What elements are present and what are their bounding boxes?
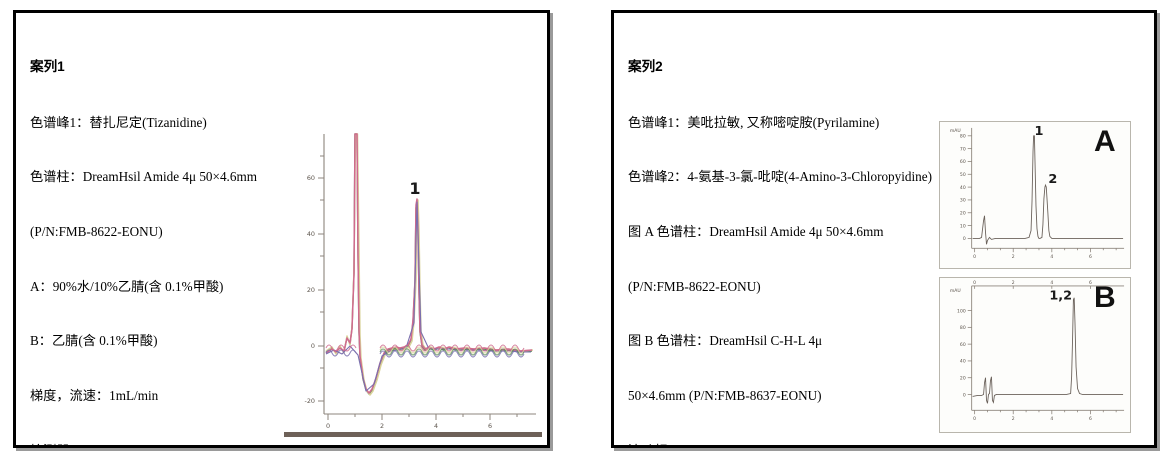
svg-text:80: 80 [960,325,966,331]
svg-text:80: 80 [960,134,966,140]
svg-text:40: 40 [307,230,315,238]
case2-peak-label-2: 2 [1048,172,1057,187]
svg-text:4: 4 [1050,280,1053,286]
case1-panel: 案列1 色谱峰1：替扎尼定(Tizanidine) 色谱柱：DreamHsil … [13,10,550,448]
svg-text:0: 0 [963,236,966,242]
case2-text-block: 案列2 色谱峰1：美吡拉敏, 又称嘧啶胺(Pyrilamine) 色谱峰2：4-… [628,22,932,445]
svg-text:20: 20 [960,211,966,217]
svg-text:20: 20 [307,286,315,294]
svg-text:6: 6 [1089,254,1092,260]
svg-text:0: 0 [963,392,966,398]
svg-text:2: 2 [1012,254,1015,260]
case2-line-2: 图 A 色谱柱：DreamHsil Amide 4μ 50×4.6mm [628,223,884,239]
svg-text:-20: -20 [305,397,315,405]
case2-line-5: 50×4.6mm (P/N:FMB-8637-EONU) [628,387,822,403]
svg-text:0: 0 [973,254,976,260]
svg-text:0: 0 [973,416,976,422]
svg-text:40: 40 [960,185,966,191]
svg-text:mAU: mAU [950,128,961,134]
case1-line-6: 检测器：UV 230nm [30,442,257,445]
case1-line-5: 梯度，流速：1mL/min [30,387,159,403]
svg-text:40: 40 [960,359,966,365]
case2-title: 案列2 [628,59,663,75]
svg-text:60: 60 [307,174,315,182]
case2-panel: 案列2 色谱峰1：美吡拉敏, 又称嘧啶胺(Pyrilamine) 色谱峰2：4-… [611,10,1157,448]
svg-text:4: 4 [1050,254,1053,260]
svg-text:0: 0 [973,280,976,286]
case1-line-0: 色谱峰1：替扎尼定(Tizanidine) [30,114,207,130]
svg-text:0: 0 [311,342,315,350]
svg-text:2: 2 [1012,280,1015,286]
svg-text:mAU: mAU [950,288,961,294]
svg-text:4: 4 [1050,416,1053,422]
case2-panel-inner: 案列2 色谱峰1：美吡拉敏, 又称嘧啶胺(Pyrilamine) 色谱峰2：4-… [614,13,1154,445]
case2-chromatogram-a: mAU 80 70 60 50 40 30 20 10 0 [939,121,1131,269]
svg-text:6: 6 [1089,416,1092,422]
svg-text:4: 4 [434,422,438,430]
svg-text:20: 20 [960,375,966,381]
case2-plate-a-letter: A [1094,125,1116,158]
svg-text:0: 0 [326,422,330,430]
case1-line-1: 色谱柱：DreamHsil Amide 4μ 50×4.6mm [30,169,257,185]
svg-text:10: 10 [960,223,966,229]
svg-text:50: 50 [960,172,966,178]
svg-text:60: 60 [960,342,966,348]
case1-text-block: 案列1 色谱峰1：替扎尼定(Tizanidine) 色谱柱：DreamHsil … [30,22,257,445]
svg-text:2: 2 [380,422,384,430]
svg-text:2: 2 [1012,416,1015,422]
case2-line-1: 色谱峰2：4-氨基-3-氯-吡啶(4-Amino-3-Chloropyidine… [628,169,933,185]
case2-plate-b-letter: B [1094,281,1116,314]
svg-text:60: 60 [960,159,966,165]
case1-line-2: (P/N:FMB-8622-EONU) [30,223,163,239]
case2-chromatogram-b: mAU 100 80 60 40 20 0 [939,277,1131,433]
case2-peak-label-12: 1,2 [1049,289,1072,304]
svg-text:100: 100 [957,308,966,314]
svg-text:30: 30 [960,198,966,204]
case1-line-3: A：90%水/10%乙腈(含 0.1%甲酸) [30,278,224,294]
case1-chromatogram: 60 40 20 0 -20 [284,132,542,445]
case2-line-4: 图 B 色谱柱：DreamHsil C-H-L 4μ [628,333,823,349]
case1-line-4: B：乙腈(含 0.1%甲酸) [30,333,158,349]
case2-peak-label-1: 1 [1034,124,1043,139]
case1-title: 案列1 [30,59,65,75]
svg-text:6: 6 [488,422,492,430]
case2-line-0: 色谱峰1：美吡拉敏, 又称嘧啶胺(Pyrilamine) [628,114,880,130]
svg-text:70: 70 [960,146,966,152]
case1-panel-inner: 案列1 色谱峰1：替扎尼定(Tizanidine) 色谱柱：DreamHsil … [16,13,547,445]
svg-text:6: 6 [1089,280,1092,286]
case1-peak-label: 1 [409,179,420,198]
case2-line-6: 流动相： [628,442,932,445]
case2-line-3: (P/N:FMB-8622-EONU) [628,278,761,294]
